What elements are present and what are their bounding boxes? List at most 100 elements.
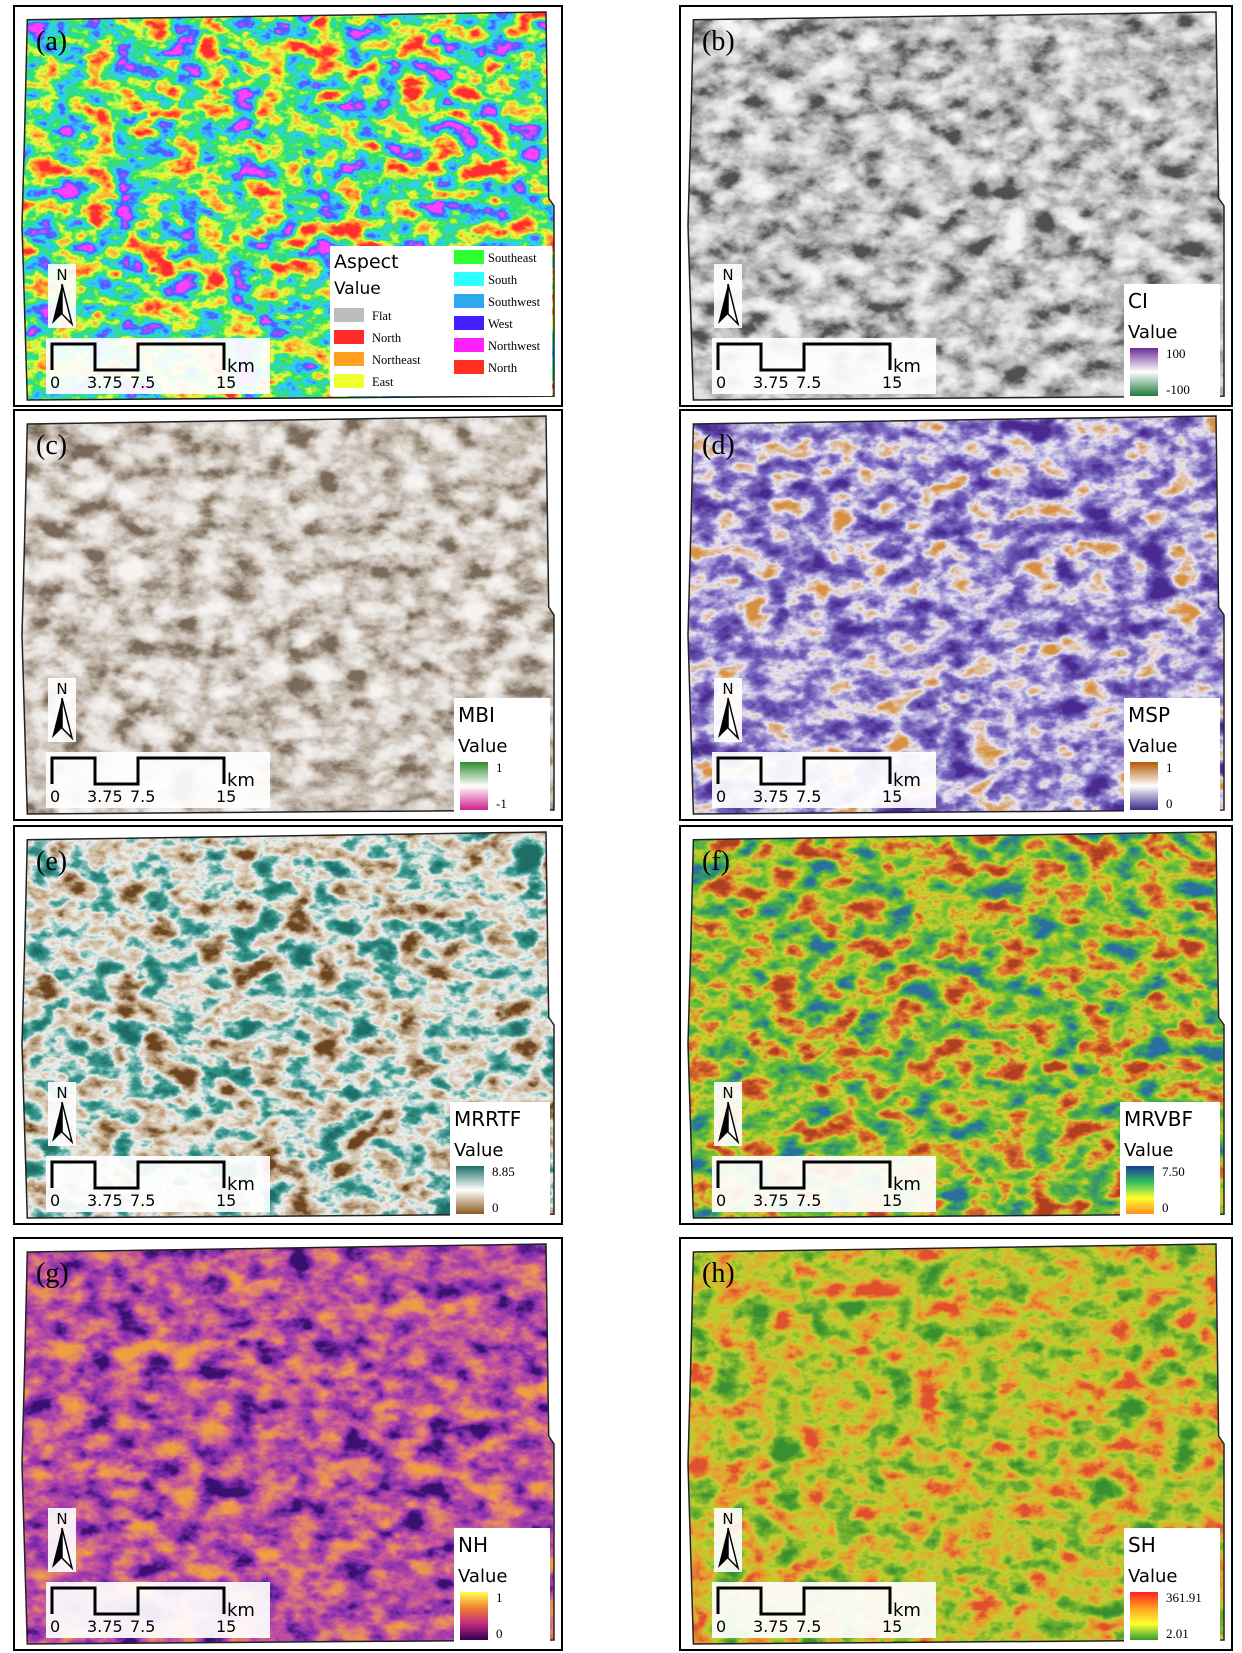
- legend-title: MRVBF: [1124, 1107, 1193, 1131]
- scale-label: 0: [716, 1191, 726, 1210]
- scale-label: 7.5: [130, 1191, 155, 1210]
- scale-label: 0: [716, 787, 726, 806]
- scale-unit: km: [893, 1600, 921, 1621]
- legend-min: 0: [492, 1200, 499, 1215]
- legend-min: -100: [1166, 382, 1190, 397]
- scale-label: 0: [50, 787, 60, 806]
- panel-label: (c): [36, 430, 67, 461]
- legend-ramp: [1130, 762, 1158, 810]
- scale-label: 3.75: [753, 1617, 789, 1636]
- legend-subtitle: Value: [454, 1140, 503, 1161]
- north-label: N: [56, 1510, 67, 1528]
- legend-max: 7.50: [1162, 1164, 1185, 1179]
- north-label: N: [722, 266, 733, 284]
- page: {"north": "N", "scale_bar": {"labels": […: [0, 0, 1242, 1653]
- figure: (a)N03.757.515kmAspectValueFlatNorthNort…: [0, 0, 1242, 1653]
- scale-label: 3.75: [87, 787, 123, 806]
- panel-label: (f): [702, 846, 730, 877]
- legend-item: Southeast: [488, 251, 537, 265]
- legend-ramp: [460, 1592, 488, 1640]
- legend-swatch: [334, 374, 364, 388]
- legend-title: MSP: [1128, 703, 1170, 727]
- scale-label: 7.5: [130, 373, 155, 392]
- scale-unit: km: [227, 1600, 255, 1621]
- scale-label: 0: [50, 373, 60, 392]
- legend-title: CI: [1128, 289, 1148, 313]
- legend-item: North: [372, 331, 402, 345]
- legend-swatch: [454, 272, 484, 286]
- map-panel: (a)N03.757.515kmAspectValueFlatNorthNort…: [14, 6, 562, 406]
- legend-min: -1: [496, 796, 507, 811]
- legend-title: SH: [1128, 1533, 1156, 1557]
- scale-label: 7.5: [796, 787, 821, 806]
- legend-max: 100: [1166, 346, 1186, 361]
- legend-swatch: [454, 316, 484, 330]
- legend-subtitle: Value: [458, 1566, 507, 1587]
- legend-item: Northeast: [372, 353, 421, 367]
- panel-label: (h): [702, 1258, 735, 1289]
- legend-max: 1: [496, 1590, 503, 1605]
- legend-max: 1: [1166, 760, 1173, 775]
- scale-label: 3.75: [753, 373, 789, 392]
- legend-ramp: [1126, 1166, 1154, 1214]
- north-label: N: [722, 1084, 733, 1102]
- panel-label: (g): [36, 1258, 69, 1289]
- legend-item: East: [372, 375, 394, 389]
- north-label: N: [56, 680, 67, 698]
- north-label: N: [722, 680, 733, 698]
- legend-max: 8.85: [492, 1164, 515, 1179]
- legend-ramp: [456, 1166, 484, 1214]
- legend-swatch: [454, 250, 484, 264]
- legend-swatch: [334, 308, 364, 322]
- scale-unit: km: [893, 356, 921, 377]
- legend-min: 0: [496, 1626, 503, 1641]
- legend-ramp: [1130, 348, 1158, 396]
- legend-item: North: [488, 361, 518, 375]
- scale-label: 7.5: [796, 373, 821, 392]
- north-label: N: [56, 266, 67, 284]
- legend-item: South: [488, 273, 518, 287]
- scale-label: 3.75: [753, 1191, 789, 1210]
- legend-item: West: [488, 317, 513, 331]
- legend-title: MBI: [458, 703, 495, 727]
- scale-label: 7.5: [796, 1191, 821, 1210]
- legend-title: Aspect: [334, 251, 399, 273]
- scale-label: 0: [716, 373, 726, 392]
- legend-subtitle: Value: [458, 736, 507, 757]
- legend-min: 0: [1166, 796, 1173, 811]
- legend-title: NH: [458, 1533, 488, 1557]
- legend-swatch: [454, 338, 484, 352]
- legend-subtitle: Value: [334, 279, 381, 299]
- scale-label: 7.5: [130, 1617, 155, 1636]
- legend-min: 0: [1162, 1200, 1169, 1215]
- legend-subtitle: Value: [1124, 1140, 1173, 1161]
- legend-item: Flat: [372, 309, 392, 323]
- scale-unit: km: [227, 1174, 255, 1195]
- legend-ramp: [1130, 1592, 1158, 1640]
- map-panel: (d)N03.757.515kmMSPValue10: [680, 410, 1232, 820]
- scale-label: 3.75: [87, 1617, 123, 1636]
- panel-label: (b): [702, 26, 735, 57]
- scale-label: 3.75: [87, 373, 123, 392]
- legend-max: 1: [496, 760, 503, 775]
- legend-swatch: [454, 360, 484, 374]
- scale-label: 3.75: [87, 1191, 123, 1210]
- legend-swatch: [334, 352, 364, 366]
- legend-min: 2.01: [1166, 1626, 1189, 1641]
- scale-label: 0: [50, 1191, 60, 1210]
- legend-swatch: [334, 330, 364, 344]
- legend-subtitle: Value: [1128, 322, 1177, 343]
- panel-label: (a): [36, 26, 67, 57]
- legend-item: Northwest: [488, 339, 541, 353]
- panel-label: (e): [36, 846, 67, 877]
- scale-label: 0: [50, 1617, 60, 1636]
- legend-subtitle: Value: [1128, 736, 1177, 757]
- legend-title: MRRTF: [454, 1107, 521, 1131]
- scale-unit: km: [893, 1174, 921, 1195]
- scale-label: 7.5: [796, 1617, 821, 1636]
